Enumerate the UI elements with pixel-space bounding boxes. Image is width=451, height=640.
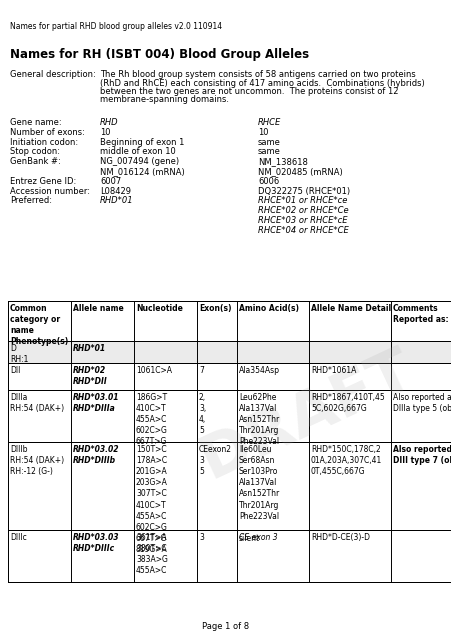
Text: RHD*1061A: RHD*1061A [310,366,355,375]
Text: 10: 10 [100,128,110,137]
Text: Common
category or
name
Phenotype(s): Common category or name Phenotype(s) [10,304,68,346]
Text: RHD*03.02
RHD*DIIIb: RHD*03.02 RHD*DIIIb [73,445,119,465]
Text: Ala354Asp: Ala354Asp [239,366,279,375]
Text: (RhD and RhCE) each consisting of 417 amino acids.  Combinations (hybrids): (RhD and RhCE) each consisting of 417 am… [100,79,424,88]
Text: Allele name: Allele name [73,304,124,313]
Text: DIIIb
RH:54 (DAK+)
RH:-12 (G-): DIIIb RH:54 (DAK+) RH:-12 (G-) [10,445,64,476]
Bar [8,363,451,390]
Text: Names for RH (ISBT 004) Blood Group Alleles: Names for RH (ISBT 004) Blood Group Alle… [10,48,308,61]
Text: RHCE*03 or RHCE*cE: RHCE*03 or RHCE*cE [258,216,347,225]
Text: DQ322275 (RHCE*01): DQ322275 (RHCE*01) [258,187,350,196]
Text: same: same [258,147,280,156]
Text: NM_138618: NM_138618 [258,157,307,166]
Text: L08429: L08429 [100,187,131,196]
Text: Stop codon:: Stop codon: [10,147,60,156]
Text: RHCE: RHCE [258,118,281,127]
Text: 10: 10 [258,128,268,137]
Text: Also reported as
DIIIa type 5 (obsolete): Also reported as DIIIa type 5 (obsolete) [392,393,451,413]
Text: Ile60Leu
Ser68Asn
Ser103Pro
Ala137Val
Asn152Thr
Thr201Arg
Phe223Val

silent: Ile60Leu Ser68Asn Ser103Pro Ala137Val As… [239,445,280,543]
Text: The Rh blood group system consists of 58 antigens carried on two proteins: The Rh blood group system consists of 58… [100,70,415,79]
Text: RHD*03.01
RHD*DIIIa: RHD*03.01 RHD*DIIIa [73,393,119,413]
Text: NM_020485 (mRNA): NM_020485 (mRNA) [258,167,342,176]
Text: Exon(s): Exon(s) [198,304,231,313]
Text: Names for partial RHD blood group alleles v2.0 110914: Names for partial RHD blood group allele… [10,22,221,31]
Text: D
RH:1: D RH:1 [10,344,28,364]
Text: Leu62Phe
Ala137Val
Asn152Thr
Thr201Arg
Phe223Val: Leu62Phe Ala137Val Asn152Thr Thr201Arg P… [239,393,280,447]
Text: RHCE*02 or RHCE*Ce: RHCE*02 or RHCE*Ce [258,206,348,215]
Text: 1061C>A: 1061C>A [136,366,172,375]
Text: NG_007494 (gene): NG_007494 (gene) [100,157,179,166]
Text: DII: DII [10,366,20,375]
Text: RHD*01: RHD*01 [100,196,133,205]
Text: Gene name:: Gene name: [10,118,61,127]
Text: Preferred:: Preferred: [10,196,52,205]
Text: RHD*02
RHD*DII: RHD*02 RHD*DII [73,366,107,386]
Text: 361T>A
380T>C
383A>G
455A>C: 361T>A 380T>C 383A>G 455A>C [136,533,167,575]
Text: 186G>T
410C>T
455A>C
602C>G
667T>G: 186G>T 410C>T 455A>C 602C>G 667T>G [136,393,167,447]
Text: RHD*1867,410T,45
5C,602G,667G: RHD*1867,410T,45 5C,602G,667G [310,393,384,413]
Text: 7: 7 [198,366,203,375]
Text: RHD: RHD [100,118,118,127]
Text: Comments
Reported as:: Comments Reported as: [392,304,448,324]
Text: DRAFT: DRAFT [191,341,423,491]
Text: Accession number:: Accession number: [10,187,90,196]
Text: middle of exon 10: middle of exon 10 [100,147,175,156]
Text: between the two genes are not uncommon.  The proteins consist of 12: between the two genes are not uncommon. … [100,87,398,96]
Text: 6006: 6006 [258,177,279,186]
Text: RHD*03.03
RHD*DIIIc: RHD*03.03 RHD*DIIIc [73,533,119,553]
Text: RHD*D-CE(3)-D: RHD*D-CE(3)-D [310,533,369,542]
Text: RHCE*01 or RHCE*ce: RHCE*01 or RHCE*ce [258,196,347,205]
Text: Nucleotide: Nucleotide [136,304,183,313]
Text: RHD*150C,178C,2
01A,203A,307C,41
0T,455C,667G: RHD*150C,178C,2 01A,203A,307C,41 0T,455C… [310,445,382,476]
Text: Number of exons:: Number of exons: [10,128,85,137]
Text: RHD*01: RHD*01 [73,344,106,353]
Text: Beginning of exon 1: Beginning of exon 1 [100,138,184,147]
Bar [8,341,451,363]
Text: General description:: General description: [10,70,96,79]
Text: 150T>C
178A>C
201G>A
203G>A
307T>C
410C>T
455A>C
602C>G
667T>G
819G>A: 150T>C 178A>C 201G>A 203G>A 307T>C 410C>… [136,445,167,554]
Text: Entrez Gene ID:: Entrez Gene ID: [10,177,76,186]
Text: 2,
3,
4,
5: 2, 3, 4, 5 [198,393,206,435]
Text: 6007: 6007 [100,177,121,186]
Text: Page 1 of 8: Page 1 of 8 [202,622,249,631]
Text: Initiation codon:: Initiation codon: [10,138,78,147]
Text: NM_016124 (mRNA): NM_016124 (mRNA) [100,167,184,176]
Text: Allele Name Detail: Allele Name Detail [310,304,390,313]
Text: GenBank #:: GenBank #: [10,157,60,166]
Text: RHCE*04 or RHCE*CE: RHCE*04 or RHCE*CE [258,226,348,235]
Text: CEexon2
3
5: CEexon2 3 5 [198,445,231,476]
Text: Also reported as
DIII type 7 (obsolete: Also reported as DIII type 7 (obsolete [392,445,451,465]
Text: 3: 3 [198,533,203,542]
Text: membrane-spanning domains.: membrane-spanning domains. [100,95,229,104]
Text: CE exon 3: CE exon 3 [239,533,277,542]
Bar [8,530,451,582]
Text: DIIIc: DIIIc [10,533,27,542]
Bar [8,390,451,442]
Text: same: same [258,138,280,147]
Text: Amino Acid(s): Amino Acid(s) [239,304,299,313]
Text: DIIIa
RH:54 (DAK+): DIIIa RH:54 (DAK+) [10,393,64,413]
Bar [8,442,451,530]
Bar [8,301,451,341]
